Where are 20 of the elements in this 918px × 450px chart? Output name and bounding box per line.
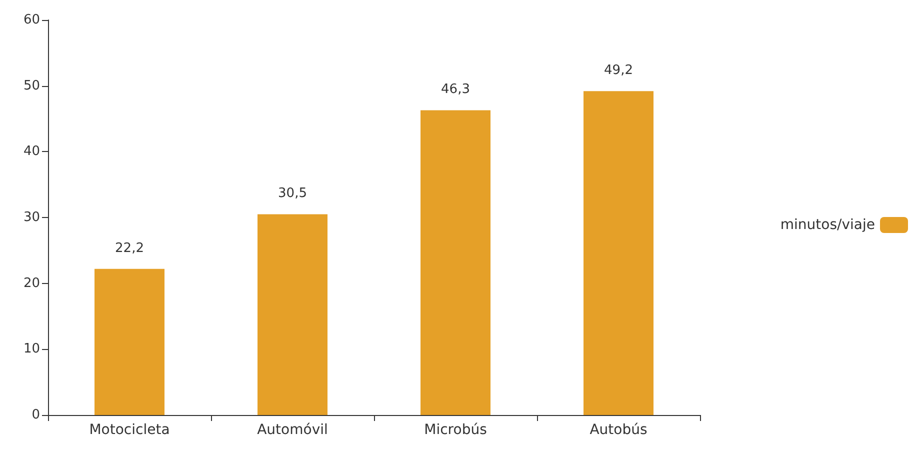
bar — [258, 214, 328, 415]
y-tick-label: 20 — [23, 276, 40, 291]
x-tick-label: Microbús — [424, 422, 487, 438]
legend-label: minutos/viaje — [780, 217, 875, 233]
x-tick-label: Motocicleta — [89, 422, 170, 438]
data-label: 30,5 — [278, 186, 307, 202]
data-label: 22,2 — [115, 240, 144, 256]
x-tick-label: Automóvil — [257, 422, 328, 438]
y-tick-label: 30 — [23, 210, 40, 225]
bar — [94, 268, 164, 415]
data-label: 46,3 — [441, 82, 470, 98]
x-tick-label: Autobús — [590, 422, 648, 438]
bar — [584, 91, 654, 415]
y-tick-label: 0 — [32, 408, 40, 422]
y-tick-label: 10 — [23, 342, 40, 357]
y-tick-label: 60 — [23, 12, 40, 28]
y-tick-label: 50 — [23, 78, 40, 94]
y-tick-label: 40 — [23, 144, 40, 160]
data-label: 49,2 — [604, 63, 633, 78]
bar — [420, 110, 490, 415]
